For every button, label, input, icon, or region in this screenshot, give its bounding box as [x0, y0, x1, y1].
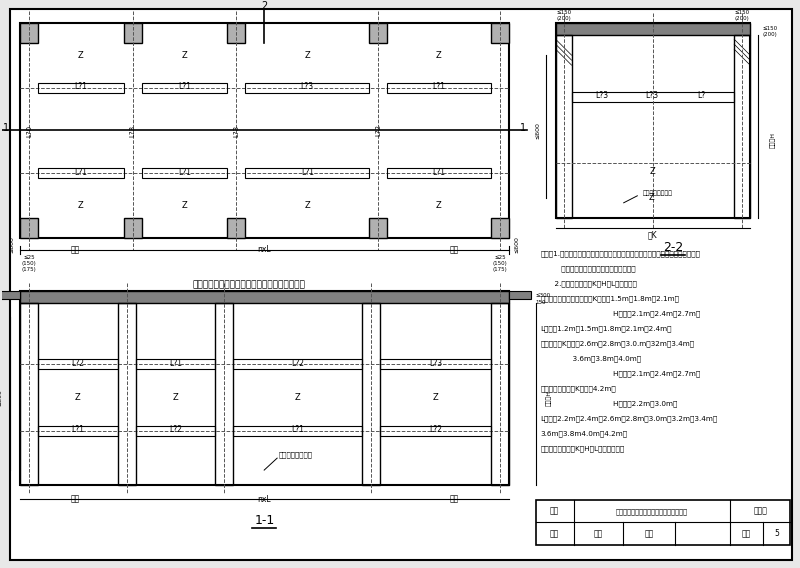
Text: 图集号: 图集号 — [753, 507, 767, 516]
Text: Z: Z — [182, 51, 187, 60]
Text: 楼梯（坡道）外墙: 楼梯（坡道）外墙 — [279, 452, 313, 458]
Text: 1-1: 1-1 — [254, 515, 274, 528]
Bar — [734, 35, 750, 218]
Text: L分别为2.2m、2.4m、2.6m、2.8m、3.0m、3.2m、3.4m、: L分别为2.2m、2.4m、2.6m、2.8m、3.0m、3.2m、3.4m、 — [541, 415, 718, 422]
Bar — [20, 303, 38, 485]
Bar — [20, 291, 509, 303]
Text: 柱距: 柱距 — [450, 495, 458, 503]
Text: 嵌立式室外出入口防钢爆棚架平面布置图: 嵌立式室外出入口防钢爆棚架平面布置图 — [616, 508, 688, 515]
Bar — [556, 23, 750, 218]
Text: ≤600: ≤600 — [0, 389, 2, 406]
Bar — [20, 291, 509, 485]
Text: L?2: L?2 — [169, 425, 182, 434]
Text: 图名: 图名 — [550, 507, 559, 516]
Text: L?3: L?3 — [645, 91, 658, 99]
Bar — [124, 218, 142, 237]
Text: 楼梯（坡道）外墙: 楼梯（坡道）外墙 — [643, 190, 673, 195]
Text: 负次: 负次 — [742, 529, 751, 538]
Text: 柱距: 柱距 — [70, 495, 79, 503]
Text: ≤150
(200): ≤150 (200) — [556, 10, 571, 20]
Bar — [246, 82, 369, 93]
Bar — [227, 23, 246, 43]
Bar — [380, 360, 490, 369]
Bar — [387, 82, 490, 93]
Bar — [215, 303, 234, 485]
Text: ≤600: ≤600 — [535, 122, 540, 139]
Text: L?2: L?2 — [71, 359, 84, 368]
Text: 室外出入口周框无遮蔽的防钢爆棚架。: 室外出入口周框无遮蔽的防钢爆棚架。 — [541, 266, 635, 272]
Text: L?0: L?0 — [26, 124, 32, 136]
Bar — [369, 218, 387, 237]
Text: 净下净H: 净下净H — [770, 132, 776, 148]
Text: ≤150
(200): ≤150 (200) — [762, 26, 778, 36]
Text: ≤600: ≤600 — [514, 236, 519, 253]
Text: L?3: L?3 — [595, 91, 608, 99]
Text: Z: Z — [304, 201, 310, 210]
Text: 嵌立式室外出入口防钢爆棚架平面布置图（一）: 嵌立式室外出入口防钢爆棚架平面布置图（一） — [193, 280, 306, 289]
Text: Z: Z — [304, 51, 310, 60]
Text: L?3: L?3 — [429, 359, 442, 368]
Text: ≤25
(150)
(175): ≤25 (150) (175) — [22, 256, 36, 272]
Text: 单跑楼梯（自行车接送）：K分别为1.5m、1.8m、2.1m；: 单跑楼梯（自行车接送）：K分别为1.5m、1.8m、2.1m； — [541, 295, 680, 302]
Text: L?1: L?1 — [71, 425, 84, 434]
Text: H分别为2.2m、3.0m；: H分别为2.2m、3.0m； — [541, 400, 677, 407]
Text: L?1: L?1 — [301, 168, 314, 177]
Bar — [571, 92, 734, 102]
Text: L?1: L?1 — [433, 82, 446, 91]
Text: L?3: L?3 — [234, 124, 239, 136]
Text: 2.防钢爆棚架的（K、H、L尺寸如下：: 2.防钢爆棚架的（K、H、L尺寸如下： — [541, 281, 637, 287]
Text: Z: Z — [173, 393, 178, 402]
Bar — [380, 425, 490, 436]
Text: L?1: L?1 — [169, 359, 182, 368]
Text: Z: Z — [436, 51, 442, 60]
Text: 开K: 开K — [648, 230, 658, 239]
Text: ≤150
(200): ≤150 (200) — [734, 10, 750, 20]
Text: 校对: 校对 — [594, 529, 603, 538]
Bar — [142, 168, 227, 178]
Bar — [490, 303, 509, 485]
Text: L分别为1.2m、1.5m、1.8m、2.1m、2.4m；: L分别为1.2m、1.5m、1.8m、2.1m、2.4m； — [541, 325, 672, 332]
Text: 3.6m、3.8m、4.0m；: 3.6m、3.8m、4.0m； — [541, 356, 641, 362]
Text: 说明：1.本图适用于单跑楼梯、双跑楼梯、单车道汽车接送及自行车接送等独立式: 说明：1.本图适用于单跑楼梯、双跑楼梯、单车道汽车接送及自行车接送等独立式 — [541, 250, 701, 257]
Text: L?1: L?1 — [178, 82, 191, 91]
Bar — [387, 168, 490, 178]
Text: 1: 1 — [3, 123, 9, 133]
Bar — [136, 360, 215, 369]
Bar — [38, 82, 124, 93]
Text: 双跑楼梯：K分别为2.6m、2.8m、3.0.m、32m、3.4m、: 双跑楼梯：K分别为2.6m、2.8m、3.0.m、32m、3.4m、 — [541, 340, 694, 347]
Text: ≤25
(150)
(175): ≤25 (150) (175) — [492, 256, 507, 272]
Bar — [490, 23, 509, 43]
Text: 设计: 设计 — [645, 529, 654, 538]
Bar — [38, 425, 118, 436]
Text: L?: L? — [697, 91, 706, 99]
Text: 2-2: 2-2 — [662, 241, 683, 254]
Text: 柱距: 柱距 — [450, 245, 458, 254]
Bar — [234, 360, 362, 369]
Text: Z: Z — [436, 201, 442, 210]
Text: H分别为2.1m、2.4m、2.7m；: H分别为2.1m、2.4m、2.7m； — [541, 311, 700, 317]
Text: L?2: L?2 — [375, 124, 381, 136]
Text: Z: Z — [295, 393, 301, 402]
Bar — [38, 168, 124, 178]
Bar — [38, 360, 118, 369]
Text: 以上尺寸须按进格K、H、L的排列组合。: 以上尺寸须按进格K、H、L的排列组合。 — [541, 445, 625, 452]
Bar — [20, 23, 38, 43]
Text: ≤600: ≤600 — [10, 236, 14, 253]
Bar — [536, 500, 790, 545]
Text: L?1: L?1 — [178, 168, 191, 177]
Text: L?1: L?1 — [74, 168, 87, 177]
Text: 柱距: 柱距 — [70, 245, 79, 254]
Text: 2: 2 — [262, 1, 267, 11]
Text: Z: Z — [78, 201, 84, 210]
Text: L?1: L?1 — [74, 82, 87, 91]
Text: 审核: 审核 — [550, 529, 559, 538]
Text: Z: Z — [75, 393, 81, 402]
Bar — [124, 23, 142, 43]
Text: Z: Z — [650, 167, 656, 176]
Text: Z: Z — [649, 193, 654, 202]
Text: L?3: L?3 — [301, 82, 314, 91]
Text: 3.6m、3.8m4.0m、4.2m。: 3.6m、3.8m4.0m、4.2m。 — [541, 430, 628, 437]
Bar — [369, 23, 387, 43]
Bar — [556, 23, 750, 35]
Bar — [362, 303, 380, 485]
